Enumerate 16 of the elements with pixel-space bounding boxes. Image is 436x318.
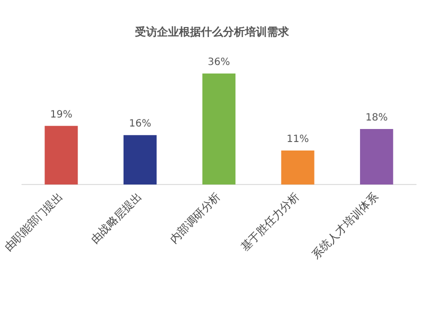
bar: [44, 126, 78, 184]
x-tick-label: 系统人才培训体系: [309, 190, 381, 262]
data-label: 18%: [365, 112, 388, 124]
bar: [124, 135, 157, 184]
data-label: 36%: [208, 57, 230, 68]
bar: [202, 74, 236, 184]
bar: [360, 128, 394, 184]
x-tick-label: 由职能部门提出: [2, 190, 66, 254]
data-label: 11%: [286, 134, 309, 146]
data-label: 16%: [128, 118, 152, 130]
data-label: 19%: [50, 109, 72, 120]
bar: [281, 150, 314, 184]
x-tick-label: 由战略层提出: [88, 190, 144, 246]
x-tick-label: 基于胜任力分析: [238, 190, 302, 254]
chart-title: 受访企业根据什么分析培训需求: [134, 25, 290, 38]
x-tick-label: 内部调研分析: [167, 190, 224, 246]
